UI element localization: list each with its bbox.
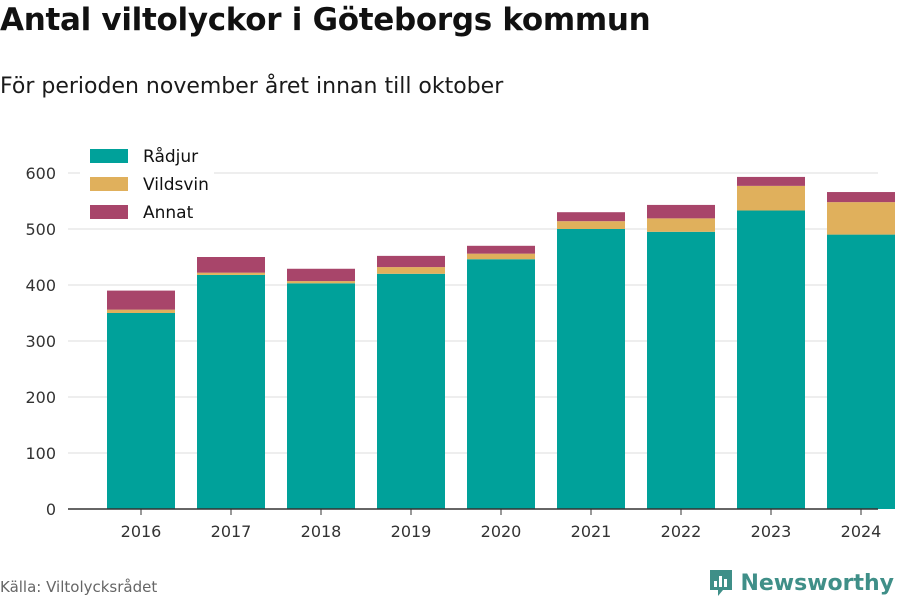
brand-logo: Newsworthy	[708, 568, 894, 598]
x-tick-label: 2024	[841, 522, 882, 541]
legend-label: Annat	[143, 203, 194, 223]
bar-segment-annat	[737, 176, 805, 186]
y-tick-label: 500	[25, 220, 56, 239]
legend-label: Vildsvin	[143, 175, 209, 195]
x-tick-label: 2019	[391, 522, 432, 541]
y-tick-label: 300	[25, 332, 56, 351]
bar-segment-annat	[467, 245, 535, 254]
bar-segment-rådjur	[287, 283, 355, 509]
bar-chart-logo-icon	[710, 570, 733, 596]
bar-segment-annat	[197, 257, 265, 273]
bar-segment-rådjur	[377, 273, 445, 509]
bar-segment-annat	[557, 212, 625, 222]
bar-segment-rådjur	[107, 313, 175, 509]
bar-segment-annat	[647, 204, 715, 219]
bar-segment-annat	[287, 268, 355, 282]
bar-segment-vildsvin	[287, 281, 355, 284]
x-tick-label: 2016	[121, 522, 162, 541]
bar-segment-annat	[827, 192, 895, 203]
legend-swatch	[90, 149, 128, 163]
bar-segment-rådjur	[557, 229, 625, 509]
chart-title: Antal viltolyckor i Göteborgs kommun	[0, 2, 651, 38]
bar-segment-vildsvin	[197, 272, 265, 275]
y-tick-label: 100	[25, 444, 56, 463]
x-tick-label: 2023	[751, 522, 792, 541]
chart-subtitle: För perioden november året innan till ok…	[0, 74, 504, 99]
bar-segment-vildsvin	[827, 202, 895, 235]
y-tick-label: 600	[25, 164, 56, 183]
bar-segment-rådjur	[197, 274, 265, 509]
legend-label: Rådjur	[143, 146, 198, 167]
x-tick-label: 2017	[211, 522, 252, 541]
y-tick-label: 0	[46, 500, 56, 519]
bar-segment-annat	[107, 290, 175, 310]
x-tick-label: 2018	[301, 522, 342, 541]
bar-segment-annat	[377, 255, 445, 268]
x-tick-label: 2021	[571, 522, 612, 541]
bar-segment-vildsvin	[647, 218, 715, 232]
bar-segment-vildsvin	[377, 267, 445, 274]
x-tick-label: 2020	[481, 522, 522, 541]
y-tick-label: 400	[25, 276, 56, 295]
bar-segment-rådjur	[827, 234, 895, 509]
x-tick-label: 2022	[661, 522, 702, 541]
legend-swatch	[90, 205, 128, 219]
bar-segment-vildsvin	[557, 221, 625, 229]
source-note: Källa: Viltolycksrådet	[0, 578, 158, 596]
y-tick-label: 200	[25, 388, 56, 407]
bar-segment-vildsvin	[737, 185, 805, 211]
bar-segment-rådjur	[647, 231, 715, 510]
bar-segment-vildsvin	[467, 253, 535, 260]
bar-segment-rådjur	[467, 259, 535, 509]
legend-swatch	[90, 177, 128, 191]
brand-name: Newsworthy	[740, 570, 894, 596]
bar-segment-vildsvin	[107, 309, 175, 313]
bar-segment-rådjur	[737, 210, 805, 509]
